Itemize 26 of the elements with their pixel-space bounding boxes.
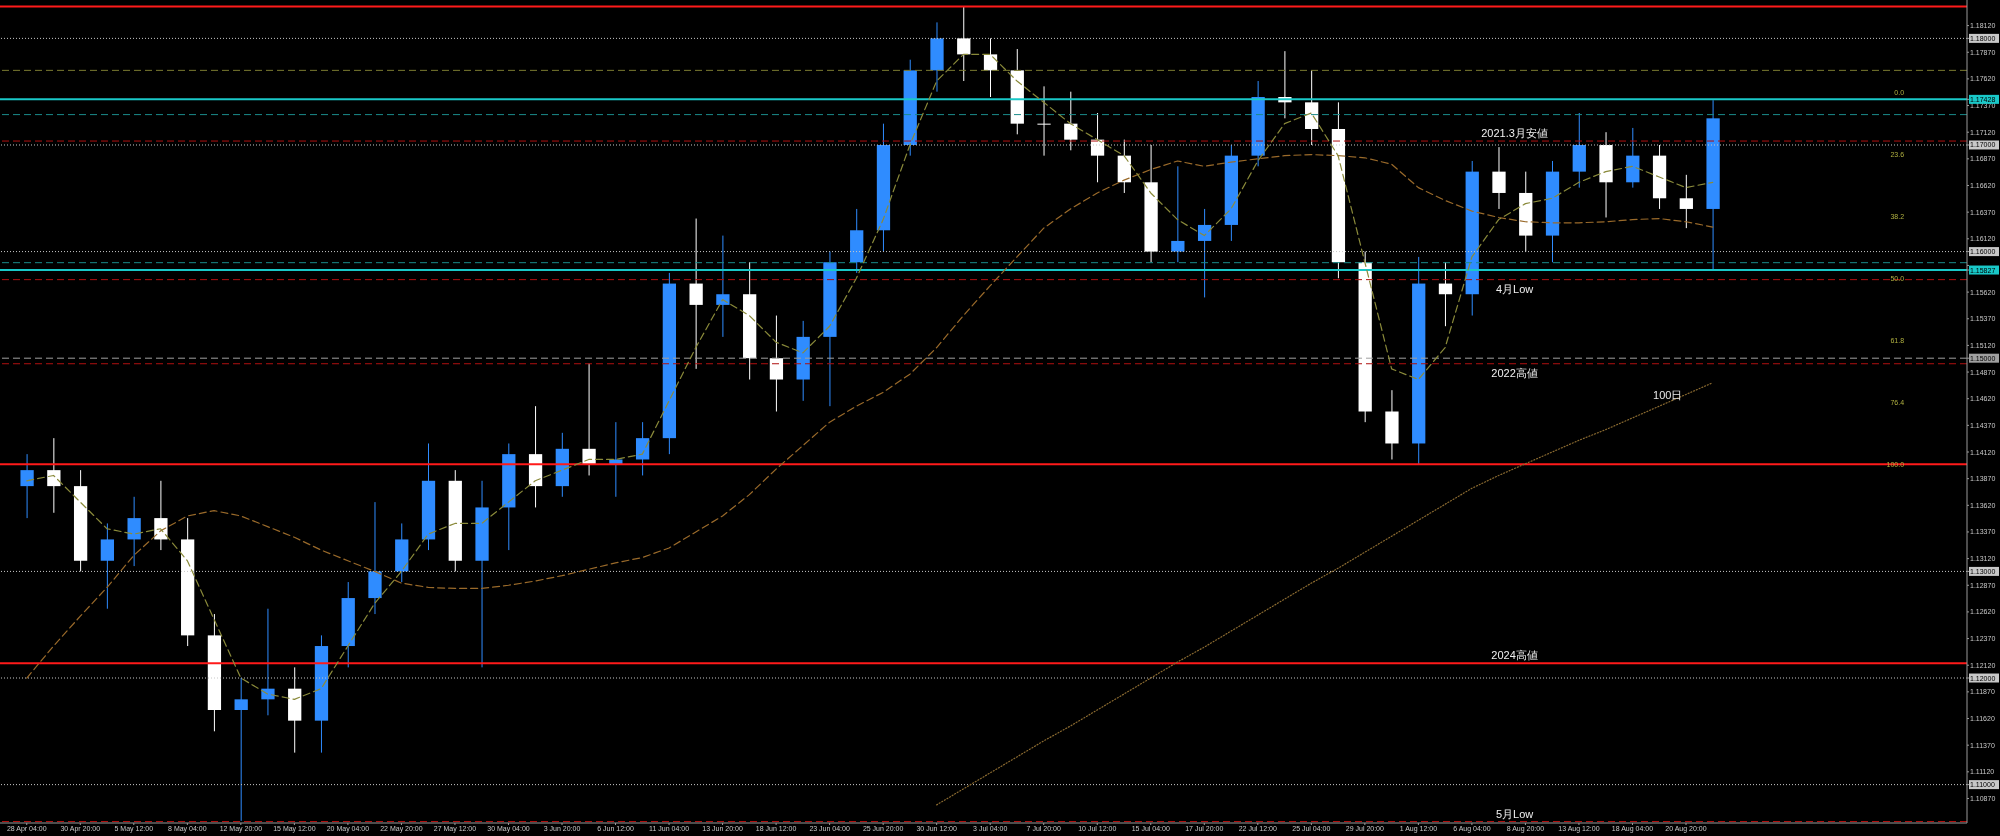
candlestick [1171, 165, 1185, 263]
ref-line-label: 2021.3月安値 [1481, 127, 1548, 140]
candlestick [689, 218, 703, 370]
series-label: 100日 [1653, 388, 1683, 401]
candlestick [1679, 174, 1693, 229]
line-series [26, 153, 1714, 679]
candlestick [1064, 91, 1078, 151]
candlestick [127, 496, 141, 567]
ref-line-label: 5月Low [1495, 807, 1534, 820]
candlestick [957, 5, 971, 82]
candlestick [234, 677, 248, 822]
candlestick [100, 522, 115, 610]
candlestick [769, 315, 784, 412]
candlestick [1438, 261, 1453, 327]
candlestick [1037, 85, 1051, 157]
candlestick [716, 235, 730, 338]
candlestick [20, 453, 34, 519]
ref-line-label: 2022高値 [1491, 366, 1538, 379]
line-series [936, 382, 1714, 806]
ref-line-label: 2024高値 [1491, 649, 1538, 662]
candlestick [47, 437, 61, 514]
candlestick [1492, 146, 1506, 210]
candlestick [983, 37, 998, 98]
candlestick [1197, 208, 1212, 298]
candlestick [154, 480, 168, 551]
ref-line-label: 4月Low [1495, 282, 1534, 295]
